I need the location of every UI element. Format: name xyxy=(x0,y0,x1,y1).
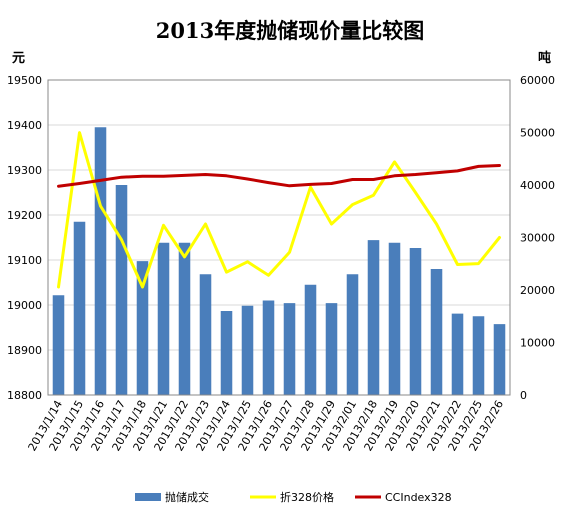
bar xyxy=(451,313,464,395)
bar xyxy=(430,269,443,395)
chart-title: 2013年度抛储现价量比较图 xyxy=(156,18,424,43)
y-left-tick-label: 19000 xyxy=(7,299,42,312)
bar xyxy=(241,305,254,395)
lines-series xyxy=(57,131,501,289)
y-right-tick-label: 20000 xyxy=(520,284,555,297)
bar xyxy=(94,127,107,395)
bar xyxy=(199,274,212,395)
bar xyxy=(178,242,191,395)
plot-frame xyxy=(47,79,511,396)
bar xyxy=(409,248,422,395)
bar xyxy=(136,261,149,395)
y-left-tick-label: 19500 xyxy=(7,74,42,87)
y-right-tick-label: 40000 xyxy=(520,179,555,192)
series-line xyxy=(57,164,501,188)
legend-label: 抛储成交 xyxy=(165,490,209,504)
y-left-tick-label: 18900 xyxy=(7,344,42,357)
y-left-axis: 18800 18900 19000 19100 19200 19300 19400 19500 xyxy=(7,74,42,402)
y-right-tick-label: 60000 xyxy=(520,74,555,87)
bar xyxy=(346,274,359,395)
bar xyxy=(262,300,275,395)
x-axis: 2013/1/142013/1/152013/1/162013/1/172013… xyxy=(26,398,506,453)
bar xyxy=(52,295,65,395)
y-right-tick-label: 30000 xyxy=(520,232,555,245)
y-left-tick-label: 19400 xyxy=(7,119,42,132)
y-right-tick-label: 50000 xyxy=(520,127,555,140)
legend-swatch xyxy=(135,493,161,501)
series-line xyxy=(57,131,501,289)
bar xyxy=(472,316,485,395)
bar xyxy=(283,303,296,395)
bar xyxy=(388,242,401,395)
bar xyxy=(367,240,380,395)
legend-label: 折328价格 xyxy=(280,490,334,504)
bar xyxy=(220,311,233,395)
y-left-tick-label: 18800 xyxy=(7,389,42,402)
bar xyxy=(325,303,338,395)
y-left-tick-label: 19300 xyxy=(7,164,42,177)
bar xyxy=(304,284,317,395)
bar xyxy=(115,185,128,395)
y-right-tick-label: 0 xyxy=(520,389,527,402)
y-right-axis: 0 10000 20000 30000 40000 50000 60000 xyxy=(520,74,555,402)
legend-label: CCIndex328 xyxy=(385,491,452,504)
y-left-tick-label: 19100 xyxy=(7,254,42,267)
legend: 抛储成交 折328价格 CCIndex328 xyxy=(135,490,452,504)
y-right-tick-label: 10000 xyxy=(520,337,555,350)
y-left-tick-label: 19200 xyxy=(7,209,42,222)
bars-series xyxy=(52,127,506,395)
bar xyxy=(493,324,506,395)
y-left-unit: 元 xyxy=(12,51,25,66)
bar xyxy=(157,242,170,395)
bar xyxy=(73,221,86,395)
y-right-unit: 吨 xyxy=(538,50,551,66)
